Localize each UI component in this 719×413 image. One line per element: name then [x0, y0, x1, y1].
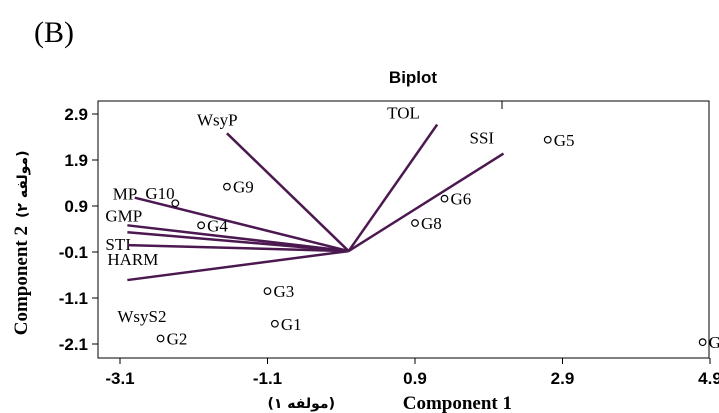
vector-label-wsys2: WsyS2: [117, 307, 166, 326]
y-axis-title: Component 2 (مولفه ۲): [11, 150, 32, 335]
point-g9: [223, 182, 231, 191]
vector-label-ssi: SSI: [470, 129, 495, 148]
y-tick-label: 2.9: [64, 105, 88, 124]
point-label-g1: G1: [281, 315, 302, 334]
point-g10: [171, 199, 180, 208]
x-axis-title: Component 1 (مولفه ۱): [267, 393, 512, 413]
point-g4: [197, 221, 206, 230]
x-tick-label: -1.1: [253, 369, 282, 388]
vector-label-gmp: GMP: [105, 206, 142, 225]
genotype-points: G1 G2 G3 G4 G5 G6 G7 G8 G9 G10: [145, 131, 719, 352]
y-tick-label: -2.1: [59, 335, 88, 354]
y-axis-label: Component 2: [11, 226, 32, 335]
y-tick-label: 1.9: [64, 151, 88, 170]
x-axis-ticks: -3.1 -1.1 0.9 2.9 4.9: [105, 358, 719, 388]
plot-frame: [97, 100, 710, 359]
vector-label-wsyp: WsyP: [197, 110, 238, 129]
point-g3: [263, 287, 272, 296]
point-g6: [440, 194, 449, 203]
x-tick-label: 0.9: [403, 369, 427, 388]
point-g7: [698, 338, 707, 347]
vector-ssi: [347, 152, 505, 253]
point-label-g2: G2: [167, 329, 188, 348]
x-tick-label: 2.9: [551, 369, 575, 388]
y-axis-sublabel: (مولفه ۲): [15, 150, 31, 218]
point-label-g10: G10: [145, 184, 174, 203]
vector-label-sti: STI: [105, 235, 131, 254]
point-label-g3: G3: [274, 282, 295, 301]
vector-sti: [127, 230, 349, 253]
vector-mp: [134, 196, 349, 253]
point-g2: [156, 334, 165, 343]
chart-title: Biplot: [389, 68, 437, 87]
point-label-g6: G6: [451, 190, 472, 209]
vector-wsyp: [226, 132, 350, 252]
point-label-g9: G9: [233, 178, 254, 197]
vector-harm: [127, 243, 349, 253]
vector-label-tol: TOL: [387, 104, 420, 123]
y-tick-label: -0.1: [59, 243, 88, 262]
vector-wsys2: [127, 249, 349, 282]
panel-label: (B): [34, 16, 74, 49]
point-g8: [411, 219, 419, 227]
point-label-g4: G4: [207, 216, 228, 235]
vector-label-mp: MP: [113, 185, 138, 204]
y-tick-label: -1.1: [59, 289, 88, 308]
x-tick-label: 4.9: [698, 369, 719, 388]
point-g1: [270, 319, 279, 328]
vector-label-harm: HARM: [107, 250, 158, 269]
x-tick-label: -3.1: [105, 369, 134, 388]
x-axis-sublabel: (مولفه ۱): [267, 396, 335, 412]
y-axis-ticks: -2.1 -1.1 -0.1 0.9 1.9 2.9: [59, 105, 98, 354]
y-tick-label: 0.9: [64, 197, 88, 216]
vector-tol: [347, 123, 439, 252]
point-label-g5: G5: [554, 131, 575, 150]
x-axis-label: Component 1: [403, 393, 512, 413]
point-label-g8: G8: [421, 214, 442, 233]
point-label-g7: G7: [709, 333, 719, 352]
point-g5: [543, 135, 552, 144]
